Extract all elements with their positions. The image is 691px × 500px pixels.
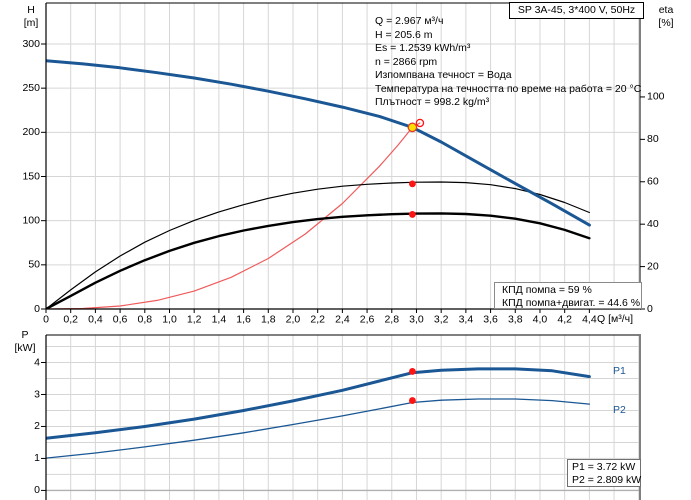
- efficiency-pump-line: КПД помпа = 59 %: [502, 284, 592, 296]
- P1-power-curve: [46, 367, 591, 440]
- info-line-density: Плътност = 998.2 kg/m³: [375, 96, 490, 108]
- eta-tick-label: 60: [647, 176, 659, 188]
- h-tick-label: 150: [22, 170, 40, 182]
- left-axis-unit-kw: [kW]: [14, 342, 36, 354]
- q-tick-label: 3,0: [409, 313, 424, 325]
- q-tick-label: 1,8: [261, 313, 276, 325]
- pump-curve-H-Q: [46, 59, 591, 227]
- info-line-es: Es = 1.2539 kWh/m³: [375, 42, 471, 54]
- h-tick-label: 50: [28, 259, 40, 271]
- power-p1-line: P1 = 3.72 kW: [572, 461, 636, 473]
- efficiency-pump: [46, 181, 591, 309]
- efficiency-pump-motor: [46, 212, 591, 309]
- power-readout-box: P1 = 3.72 kW P2 = 2.809 kW: [567, 459, 641, 487]
- p-tick-label: 3: [34, 388, 40, 400]
- efficiency-total-line: КПД помпа+двигат. = 44.6 %: [502, 296, 641, 309]
- p-tick-label: 1: [34, 452, 40, 464]
- info-line-temperature: Температура на течността по време на раб…: [375, 82, 642, 95]
- q-tick-label: 4,2: [557, 313, 572, 325]
- q-tick-label: 1,4: [212, 313, 227, 325]
- h-tick-label: 200: [22, 126, 40, 138]
- eta-pump-dot: [409, 180, 416, 188]
- h-tick-label: 100: [22, 214, 40, 226]
- eta-tick-label: 80: [647, 133, 659, 145]
- q-tick-label: 0,2: [63, 313, 78, 325]
- p-tick-label: 2: [34, 420, 40, 432]
- q-tick-label: 2,6: [360, 313, 375, 325]
- right-axis-title-eta: eta: [658, 4, 674, 16]
- q-tick-label: 2,4: [335, 313, 350, 325]
- eta-tick-label: 40: [647, 218, 659, 230]
- q-tick-label: 1,2: [187, 313, 202, 325]
- left-axis-title-p: P: [21, 329, 29, 341]
- eta-tick-label: 20: [647, 260, 659, 272]
- q-tick-label: 2,2: [310, 313, 325, 325]
- duty-point: [407, 122, 418, 133]
- q-tick-label: 3,6: [483, 313, 498, 325]
- q-tick-label: 1,6: [236, 313, 251, 325]
- p-tick-label: 4: [34, 356, 40, 368]
- q-tick-label: 4,4: [582, 313, 597, 325]
- q-tick-label: 3,4: [459, 313, 474, 325]
- eta-tick-label: 100: [647, 91, 665, 103]
- q-tick-label: 0,6: [113, 313, 128, 325]
- q-tick-label: 0,8: [137, 313, 152, 325]
- q-tick-label: 1,0: [162, 313, 177, 325]
- q-tick-label: 0,4: [88, 313, 103, 325]
- q-tick-label: 2,8: [384, 313, 399, 325]
- p1-dot: [409, 368, 416, 375]
- power-p2-line: P2 = 2.809 kW: [572, 473, 642, 486]
- q-tick-label: 0: [43, 313, 49, 325]
- q-tick-label: 4,0: [533, 313, 548, 325]
- info-line-liquid: Изпомпвана течност = Вода: [375, 69, 512, 81]
- left-axis-unit-m: [m]: [23, 17, 39, 29]
- duty-info-block: Q = 2.967 м³/ч H = 205.6 m Es = 1.2539 k…: [375, 15, 641, 110]
- info-line-h: H = 205.6 m: [375, 28, 433, 41]
- eta-tick-label: 0: [647, 303, 653, 315]
- p2-dot: [409, 397, 416, 404]
- info-line-n: n = 2866 rpm: [375, 55, 438, 68]
- left-axis-title-h: H: [27, 4, 35, 16]
- right-axis-unit-pct: [%]: [658, 17, 674, 29]
- h-tick-label: 0: [34, 303, 40, 315]
- system-end-circle: [415, 118, 425, 128]
- info-line-q: Q = 2.967 м³/ч: [375, 15, 444, 27]
- p2-curve-label: P2: [613, 404, 626, 416]
- p1-curve-label: P1: [613, 365, 626, 377]
- p-tick-label: 0: [34, 484, 40, 496]
- eta-pump-motor-dot: [409, 211, 416, 218]
- efficiency-readout-box: КПД помпа = 59 % КПД помпа+двигат. = 44.…: [494, 282, 642, 309]
- P2-power-curve: [46, 398, 591, 459]
- h-tick-label: 250: [22, 82, 40, 94]
- q-tick-label: 2,0: [286, 313, 301, 325]
- h-tick-label: 300: [22, 38, 40, 50]
- q-tick-label: 3,8: [508, 313, 523, 325]
- q-tick-label: 3,2: [434, 313, 449, 325]
- pump-type-title: SP 3A-45, 3*400 V, 50Hz: [509, 2, 644, 19]
- x-axis-label-q: Q [м³/ч]: [597, 313, 634, 325]
- system-curve: [46, 122, 421, 309]
